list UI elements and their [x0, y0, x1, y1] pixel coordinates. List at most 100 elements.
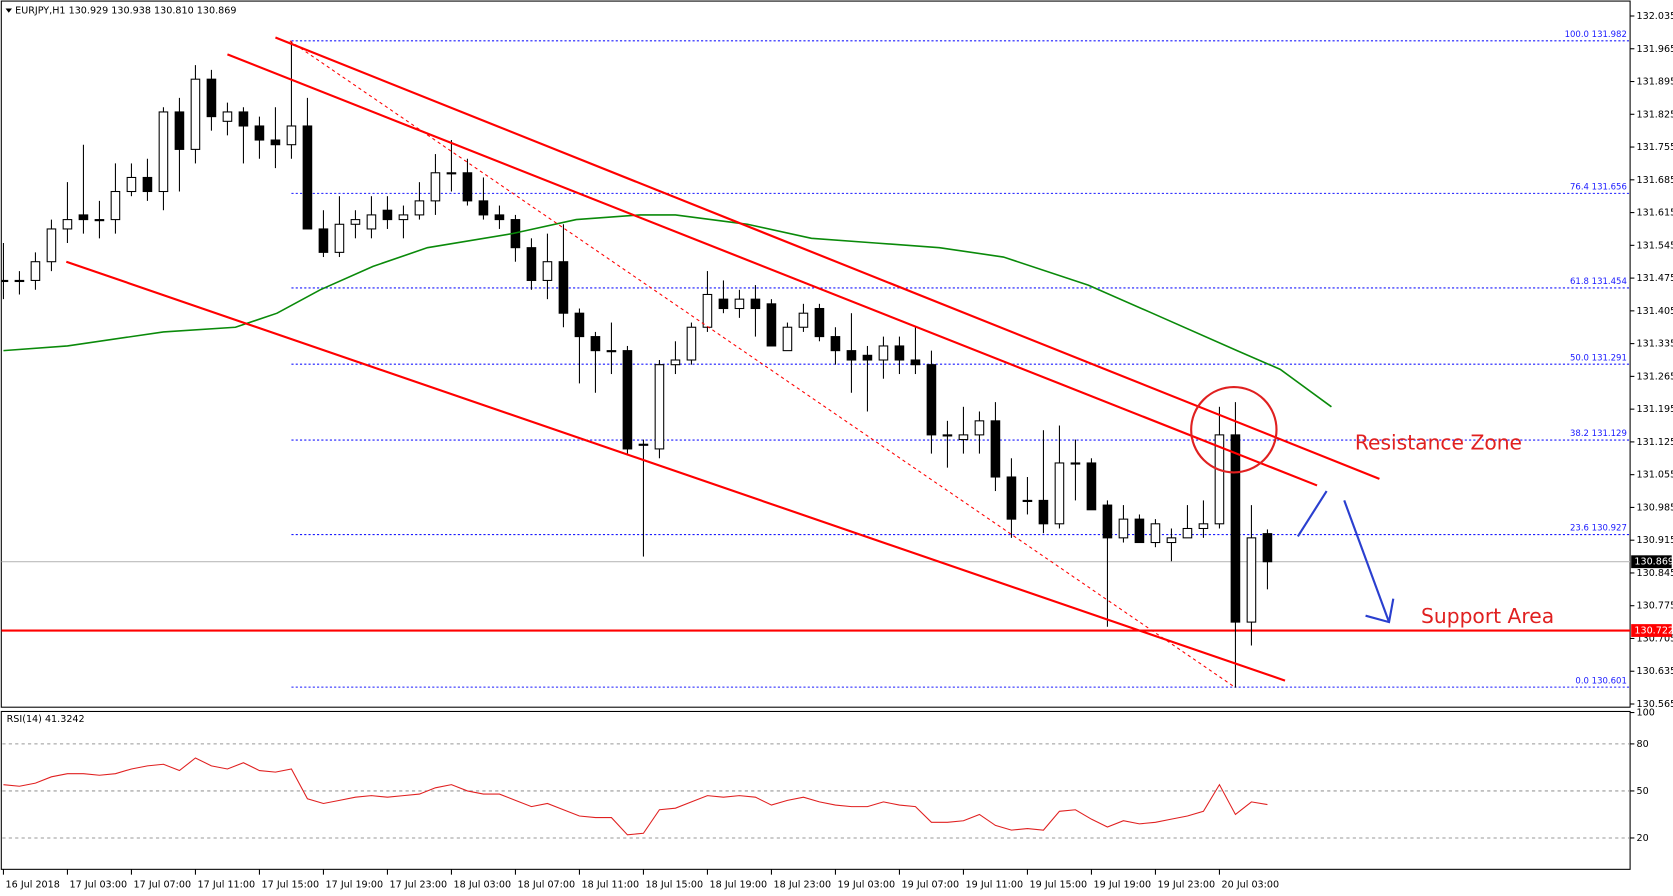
- candle-body: [958, 434, 969, 441]
- candle-body: [1118, 518, 1129, 539]
- fib-label: 0.0 130.601: [1575, 676, 1626, 686]
- annotation: Support Area: [1421, 604, 1554, 628]
- x-tick-label: 17 Jul 07:00: [134, 879, 192, 890]
- y-tick-label: 131.195: [1637, 404, 1673, 415]
- y-tick-label: 132.035: [1637, 11, 1673, 22]
- y-tick-label: 131.265: [1637, 371, 1673, 382]
- candle-body: [686, 326, 697, 361]
- candle-body: [46, 228, 57, 263]
- candle-body: [846, 350, 857, 361]
- candle-body: [894, 345, 905, 361]
- candle-body: [926, 364, 937, 436]
- current-price-box: [1631, 555, 1672, 569]
- x-tick-label: 16 Jul 2018: [6, 879, 60, 890]
- x-tick-label: 18 Jul 19:00: [710, 879, 768, 890]
- candle-body: [206, 78, 217, 118]
- candle-body: [1038, 499, 1049, 525]
- candle-body: [1150, 523, 1161, 544]
- candle-body: [110, 190, 121, 221]
- y-tick-label: 131.335: [1637, 339, 1673, 350]
- candle-body: [878, 345, 889, 361]
- y-tick-label: 130.705: [1637, 633, 1673, 644]
- candle-body: [750, 298, 761, 310]
- x-tick-label: 17 Jul 19:00: [326, 879, 384, 890]
- menu-arrow: [5, 8, 12, 13]
- y-tick-label: 131.405: [1637, 306, 1673, 317]
- rsi-tick-label: 20: [1637, 833, 1649, 844]
- main-plot: 100.0 131.982 76.4 131.656 61.8 131.454 50.…: [1, 30, 1631, 689]
- candle-body: [446, 172, 457, 175]
- y-tick-label: 131.055: [1637, 470, 1673, 481]
- overlay: Resistance Zone Support Area: [227, 36, 1554, 628]
- moving-average: [3, 214, 1332, 408]
- candle-body: [30, 261, 41, 281]
- rsi-tick-label: 100: [1637, 708, 1655, 719]
- y-tick-label: 131.685: [1637, 175, 1673, 186]
- candle-body: [1246, 537, 1257, 623]
- support-box: [1631, 624, 1672, 637]
- fib-label: 38.2 131.129: [1570, 429, 1627, 439]
- candle-body: [478, 200, 489, 216]
- y-tick-label: 130.915: [1637, 535, 1673, 546]
- support-price-label: 130.722: [1634, 626, 1673, 637]
- candle-body: [558, 261, 569, 314]
- x-tick-label: 19 Jul 19:00: [1094, 879, 1152, 890]
- fib-label: 61.8 131.454: [1570, 277, 1627, 287]
- x-tick-label: 19 Jul 03:00: [838, 879, 896, 890]
- y-tick-label: 131.545: [1637, 240, 1673, 251]
- candle-body: [382, 209, 393, 221]
- candle-body: [638, 443, 649, 446]
- fib-trend-line: [289, 40, 1236, 689]
- rsi-tick-label: 80: [1637, 739, 1649, 750]
- candle-body: [366, 214, 377, 230]
- y-tick-label: 130.775: [1637, 601, 1673, 612]
- channel-line: [65, 260, 1286, 682]
- x-tick-label: 17 Jul 23:00: [390, 879, 448, 890]
- fib-label: 50.0 131.291: [1570, 353, 1627, 363]
- candle-body: [990, 420, 1001, 478]
- candle-body: [1006, 476, 1017, 520]
- candle-body: [334, 223, 345, 253]
- candle-body: [1070, 462, 1081, 465]
- resistance-circle: [1190, 386, 1278, 474]
- y-tick-label: 131.895: [1637, 77, 1673, 88]
- chart-title: EURJPY,H1 130.929 130.938 130.810 130.86…: [15, 6, 236, 17]
- candle-body: [862, 354, 873, 361]
- annotation: Resistance Zone: [1355, 431, 1522, 455]
- candle-body: [1022, 499, 1033, 503]
- candle-body: [974, 420, 985, 436]
- candle-body: [910, 359, 921, 366]
- candle-body: [670, 359, 681, 366]
- y-tick-label: 131.825: [1637, 109, 1673, 120]
- candle-body: [222, 111, 233, 122]
- candle-body: [1262, 533, 1273, 563]
- candle-body: [1198, 523, 1209, 530]
- rsi-label: RSI(14) 41.3242: [7, 714, 85, 725]
- candle-body: [734, 298, 745, 310]
- x-tick-label: 19 Jul 11:00: [966, 879, 1024, 890]
- y-tick-label: 131.475: [1637, 273, 1673, 284]
- candle-body: [1054, 462, 1065, 525]
- y-tick-label: 130.845: [1637, 568, 1673, 579]
- x-tick-label: 17 Jul 11:00: [198, 879, 256, 890]
- x-tick-label: 17 Jul 03:00: [70, 879, 128, 890]
- candle-body: [1166, 537, 1177, 544]
- candle-body: [78, 214, 89, 221]
- x-tick-label: 18 Jul 03:00: [454, 879, 512, 890]
- candle-body: [542, 261, 553, 281]
- x-tick-label: 18 Jul 07:00: [518, 879, 576, 890]
- candle-body: [830, 336, 841, 352]
- fib-label: 23.6 130.927: [1570, 524, 1627, 534]
- candle-body: [1214, 434, 1225, 525]
- candle-body: [350, 219, 361, 225]
- candle-body: [606, 350, 617, 353]
- x-tick-label: 19 Jul 15:00: [1030, 879, 1088, 890]
- candle-body: [702, 293, 713, 328]
- candle-body: [814, 307, 825, 338]
- candle-body: [1134, 518, 1145, 544]
- candle-body: [302, 125, 313, 230]
- candle-body: [14, 279, 25, 283]
- candle-body: [654, 364, 665, 450]
- candle-body: [158, 111, 169, 193]
